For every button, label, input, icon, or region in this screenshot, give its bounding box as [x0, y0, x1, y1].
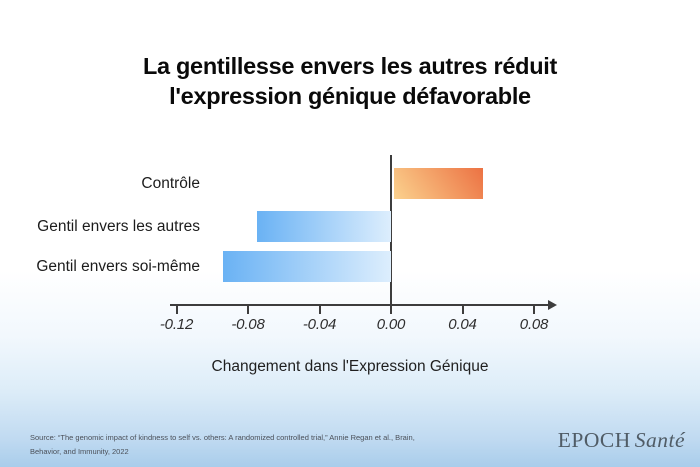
x-axis-tick-label: 0.04: [448, 316, 477, 333]
x-axis-tick: [533, 304, 535, 314]
source-note-line2: Behavior, and Immunity, 2022: [30, 447, 129, 456]
source-note-line1: Source: “The genomic impact of kindness …: [30, 433, 415, 442]
x-axis-tick: [461, 304, 464, 314]
logo-sante-text: Santé: [634, 428, 685, 452]
zero-baseline: [390, 155, 392, 312]
x-axis-tick: [175, 304, 178, 314]
x-axis-tick-label: -0.12: [159, 316, 194, 333]
x-axis-tick: [247, 304, 249, 314]
x-axis-tick-label: 0.00: [376, 316, 406, 333]
logo-epoch-text: EPOCH: [557, 428, 631, 452]
x-axis-arrow-icon: [548, 300, 557, 310]
epoch-sante-logo: EPOCH Santé: [558, 428, 685, 453]
x-axis-title: Changement dans l'Expression Génique: [211, 358, 489, 375]
x-axis-tick-label: -0.08: [231, 316, 265, 333]
x-axis-tick: [390, 304, 392, 314]
bar-negative: [256, 211, 391, 242]
chart-title: La gentillesse envers les autres réduit …: [0, 51, 700, 111]
chart-title-line1: La gentillesse envers les autres réduit: [142, 53, 558, 79]
x-axis-tick: [318, 304, 321, 314]
bar-negative: [222, 251, 391, 282]
x-axis-line: [170, 304, 550, 306]
category-label: Gentil envers les autres: [37, 218, 200, 235]
x-axis-tick-label: 0.08: [519, 316, 549, 333]
bar-positive: [394, 168, 484, 199]
x-axis-tick-label: -0.04: [302, 316, 337, 333]
category-label: Gentil envers soi-même: [36, 258, 200, 275]
chart-title-line2: l'expression génique défavorable: [169, 83, 531, 109]
source-note: Source: “The genomic impact of kindness …: [30, 431, 415, 459]
category-label: Contrôle: [141, 175, 200, 192]
